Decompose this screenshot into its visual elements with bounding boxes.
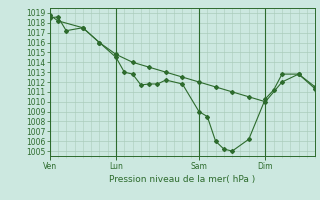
X-axis label: Pression niveau de la mer( hPa ): Pression niveau de la mer( hPa )	[109, 175, 256, 184]
